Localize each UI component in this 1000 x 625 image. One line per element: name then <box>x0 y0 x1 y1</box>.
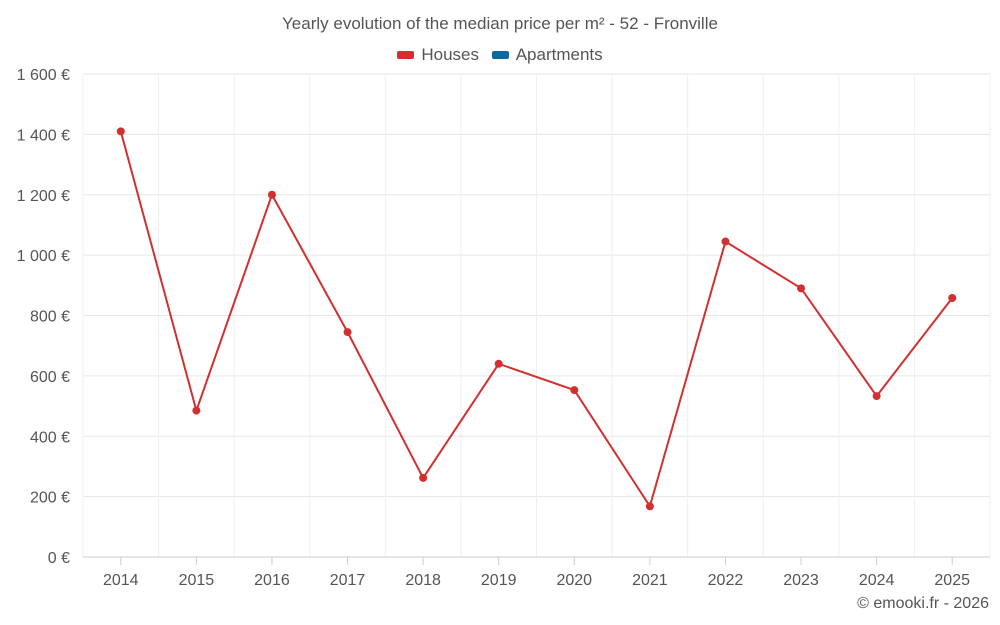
data-point <box>494 359 503 368</box>
data-point <box>343 328 352 337</box>
x-tick-label: 2014 <box>103 572 139 589</box>
y-tick-label: 200 € <box>30 490 70 507</box>
data-point <box>192 406 201 415</box>
y-tick-label: 0 € <box>48 550 70 567</box>
legend-item-apartments[interactable]: Apartments <box>491 45 603 65</box>
y-tick-label: 1 000 € <box>17 248 70 265</box>
x-tick-label: 2025 <box>934 572 970 589</box>
x-tick-label: 2016 <box>254 572 290 589</box>
data-point <box>721 237 730 246</box>
legend-swatch-houses <box>397 51 415 59</box>
data-point <box>948 293 957 302</box>
y-tick-label: 800 € <box>30 309 70 326</box>
legend-label-apartments: Apartments <box>515 45 603 64</box>
x-tick-label: 2015 <box>179 572 215 589</box>
credit-text: © emooki.fr - 2026 <box>857 595 989 612</box>
data-point <box>419 473 428 482</box>
data-point <box>116 127 125 136</box>
y-tick-label: 400 € <box>30 429 70 446</box>
data-point <box>570 386 579 395</box>
data-point <box>872 392 881 401</box>
y-tick-label: 1 600 € <box>17 67 70 84</box>
data-point <box>267 190 276 199</box>
data-point <box>797 284 806 293</box>
chart-title: Yearly evolution of the median price per… <box>282 14 718 33</box>
x-tick-label: 2021 <box>632 572 668 589</box>
series-line-houses <box>119 131 954 508</box>
legend-label-houses: Houses <box>421 45 479 64</box>
x-tick-label: 2017 <box>330 572 366 589</box>
y-tick-label: 1 400 € <box>17 127 70 144</box>
x-tick-label: 2019 <box>481 572 517 589</box>
data-point <box>645 502 654 511</box>
x-tick-label: 2022 <box>708 572 744 589</box>
x-tick-label: 2024 <box>859 572 895 589</box>
y-tick-label: 1 200 € <box>17 188 70 205</box>
legend-swatch-apartments <box>491 51 509 59</box>
legend-item-houses[interactable]: Houses <box>397 45 479 65</box>
x-tick-label: 2018 <box>405 572 441 589</box>
x-tick-label: 2020 <box>556 572 592 589</box>
legend: Houses Apartments <box>0 44 1000 65</box>
y-tick-label: 600 € <box>30 369 70 386</box>
x-tick-label: 2023 <box>783 572 819 589</box>
